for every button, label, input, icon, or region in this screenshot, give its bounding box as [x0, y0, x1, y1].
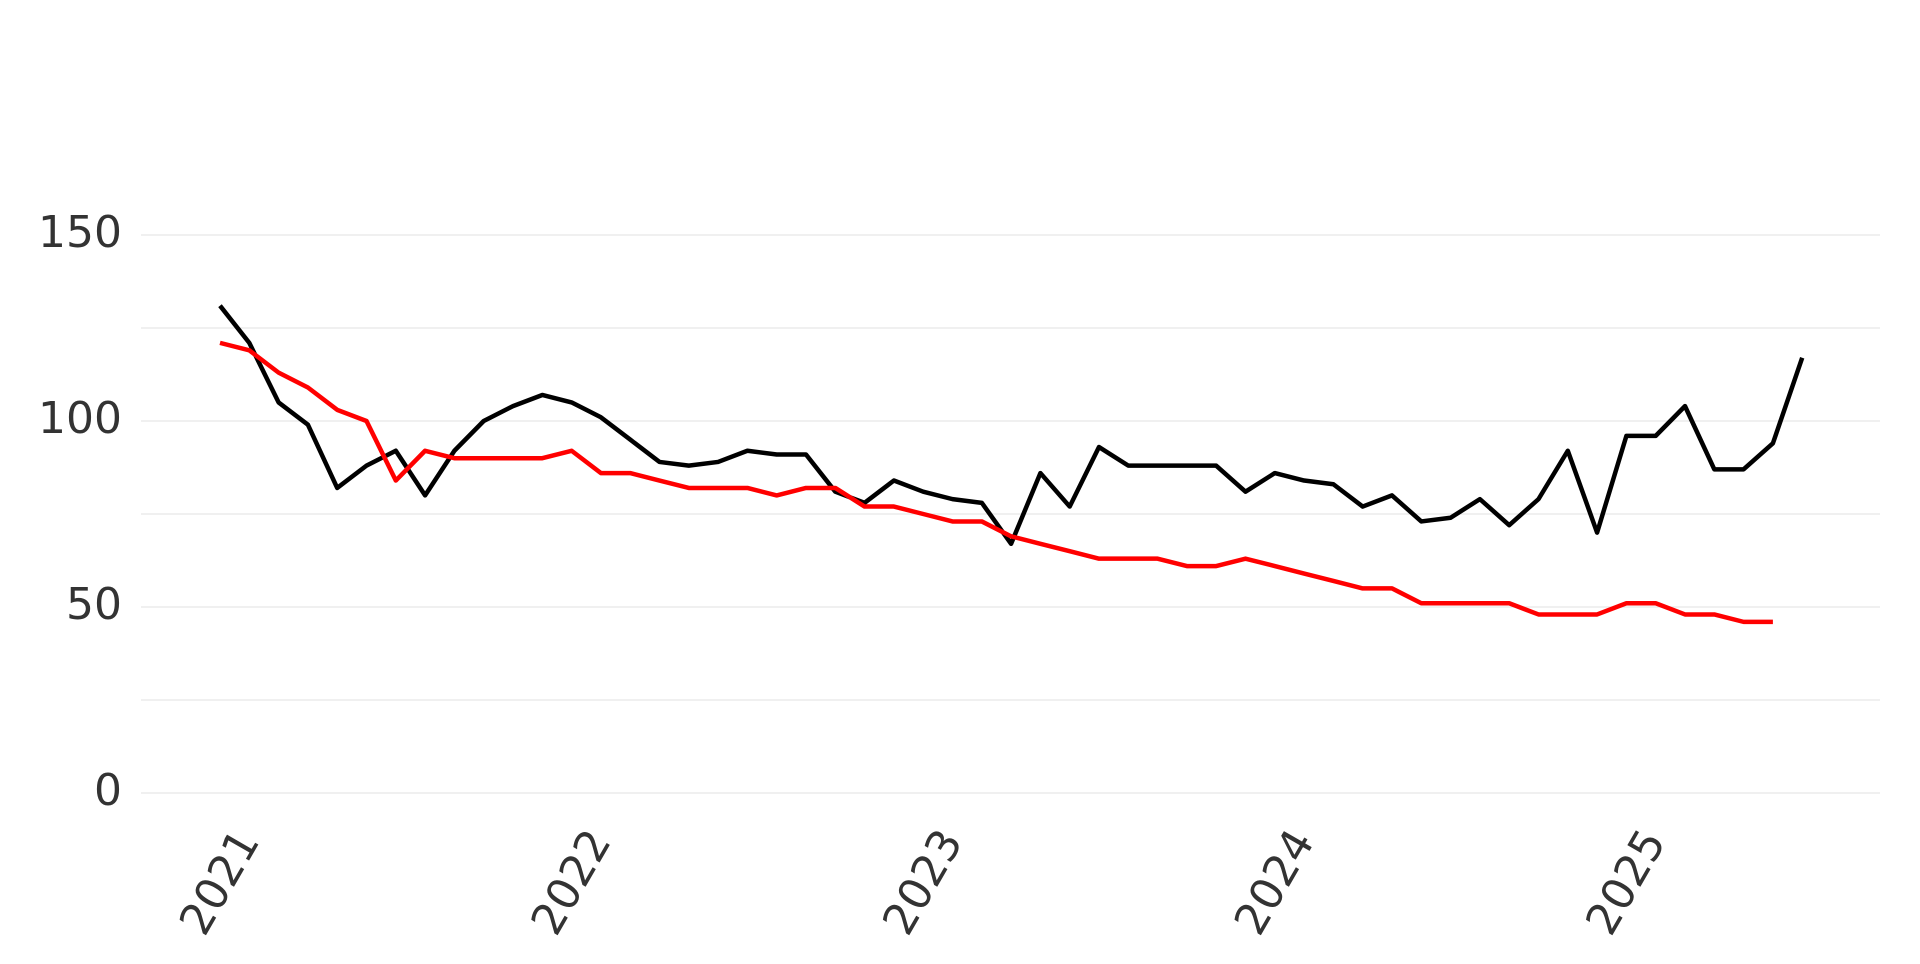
y-tick-label: 150: [38, 207, 122, 258]
y-tick-label: 100: [38, 393, 122, 444]
line-series: [219, 340, 1773, 625]
line-series: [218, 304, 1805, 547]
x-tick-label: 2025: [1576, 821, 1676, 943]
x-tick-label: 2023: [873, 821, 973, 943]
x-tick-label: 2024: [1225, 821, 1325, 943]
y-tick-label: 50: [66, 579, 122, 630]
y-tick-label: 0: [94, 765, 122, 816]
x-tick-label: 2021: [170, 821, 270, 943]
x-tick-label: 2022: [521, 821, 621, 943]
